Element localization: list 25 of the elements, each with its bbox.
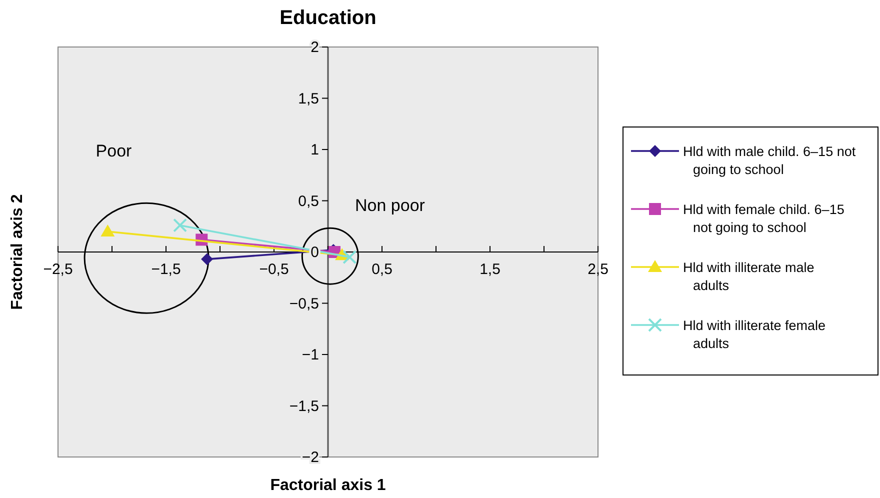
annotation: Non poor [355,196,426,215]
legend-label: Hld with illiterate male adults [683,260,814,293]
point [173,218,188,232]
x-axis-title: Factorial axis 1 [270,477,386,494]
y-tick-label: 2 [310,39,319,56]
y-tick-label: 0,5 [298,192,319,210]
y-tick-label: 1 [310,142,319,158]
legend-label: Hld with female child. 6–15 not going to school [683,202,844,235]
x-tick-label: −1,5 [151,261,181,278]
y-tick-label: −0,5 [289,295,319,312]
point [201,253,214,266]
x-tick-label: 0,5 [372,261,392,278]
x-tick-label: 1,5 [480,261,500,278]
y-tick-label: 1,5 [298,90,319,108]
y-tick-label: −1 [302,346,319,364]
y-tick-label: −1,5 [289,398,319,415]
x-tick-label: 2,5 [588,261,608,278]
legend-label: Hld with illiterate female adults [683,318,826,351]
x-tick-label: −0,5 [259,261,289,278]
y-axis-title: Factorial axis 2 [9,194,26,310]
x-tick-label: −2,5 [43,261,73,278]
legend-label: Hld with male child. 6–15 not going to school [683,144,856,177]
chart-title: Education [280,7,376,29]
annotation: Poor [96,142,132,161]
y-tick-label: −2 [302,449,319,466]
